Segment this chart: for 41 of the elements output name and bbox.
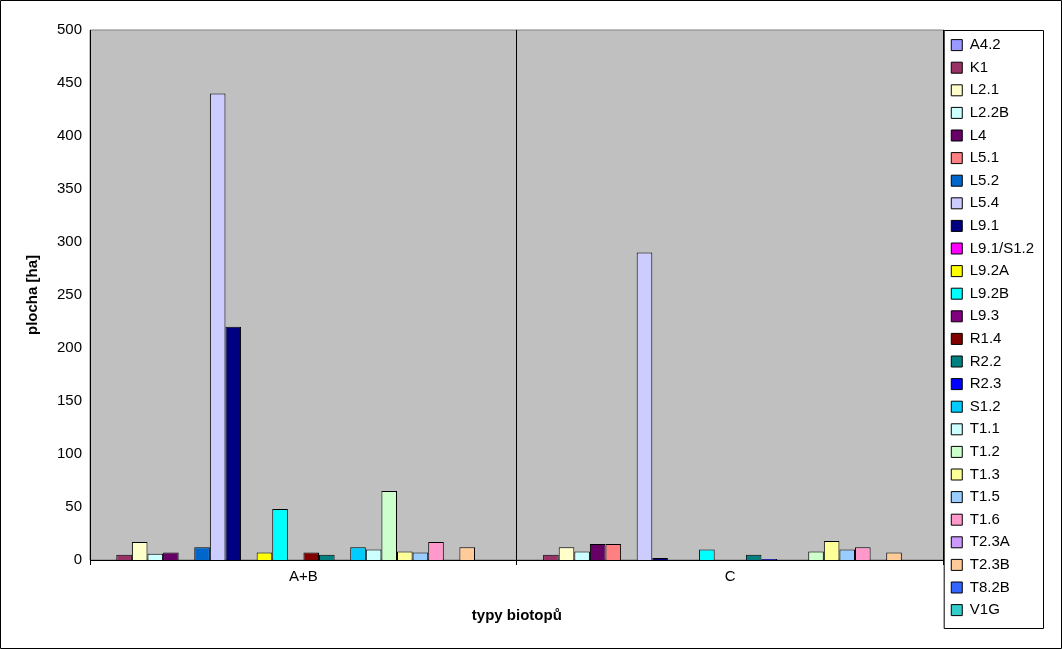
legend-label: A4.2 bbox=[969, 35, 1001, 53]
y-tick-label: 100 bbox=[57, 444, 83, 462]
legend-label: L2.1 bbox=[969, 80, 999, 98]
y-tick-label: 450 bbox=[57, 73, 83, 91]
legend-label: L4 bbox=[969, 125, 987, 143]
x-axis-title: typy biotopů bbox=[471, 606, 562, 624]
y-tick-label: 50 bbox=[65, 497, 83, 515]
legend-label: V1G bbox=[969, 600, 1000, 618]
y-tick-label: 300 bbox=[57, 232, 83, 250]
legend-label: T1.5 bbox=[969, 487, 1000, 505]
legend-label: T1.2 bbox=[969, 442, 1000, 460]
legend-label: T1.3 bbox=[969, 464, 1000, 482]
legend-label: L5.4 bbox=[969, 193, 999, 211]
y-tick-label: 250 bbox=[57, 285, 83, 303]
legend-label: K1 bbox=[969, 57, 989, 75]
legend-label: L9.1/S1.2 bbox=[969, 238, 1034, 256]
y-tick-label: 0 bbox=[73, 550, 83, 568]
y-tick-label: 400 bbox=[57, 126, 83, 144]
legend-label: L9.2A bbox=[969, 261, 1009, 279]
legend-label: S1.2 bbox=[969, 396, 1001, 414]
y-tick-label: 500 bbox=[57, 20, 83, 38]
x-tick-label: C bbox=[724, 567, 736, 585]
y-axis-title: plocha [ha] bbox=[23, 254, 41, 336]
legend-label: L9.2B bbox=[969, 283, 1009, 301]
legend-label: L9.1 bbox=[969, 216, 999, 234]
legend-label: T1.6 bbox=[969, 509, 1000, 527]
x-tick-label: A+B bbox=[289, 567, 318, 585]
legend-label: T8.2B bbox=[969, 577, 1010, 595]
legend-label: T2.3A bbox=[969, 532, 1010, 550]
legend-label: R2.3 bbox=[969, 374, 1002, 392]
y-tick-label: 350 bbox=[57, 179, 83, 197]
legend-label: R1.4 bbox=[969, 329, 1002, 347]
legend-label: R2.2 bbox=[969, 351, 1002, 369]
legend-label: L5.2 bbox=[969, 170, 999, 188]
legend-label: L2.2B bbox=[969, 103, 1009, 121]
legend-label: L9.3 bbox=[969, 306, 999, 324]
y-tick-label: 150 bbox=[57, 391, 83, 409]
y-tick-label: 200 bbox=[57, 338, 83, 356]
legend-label: T2.3B bbox=[969, 555, 1010, 573]
legend-label: L5.1 bbox=[969, 148, 999, 166]
legend-label: T1.1 bbox=[969, 419, 1000, 437]
